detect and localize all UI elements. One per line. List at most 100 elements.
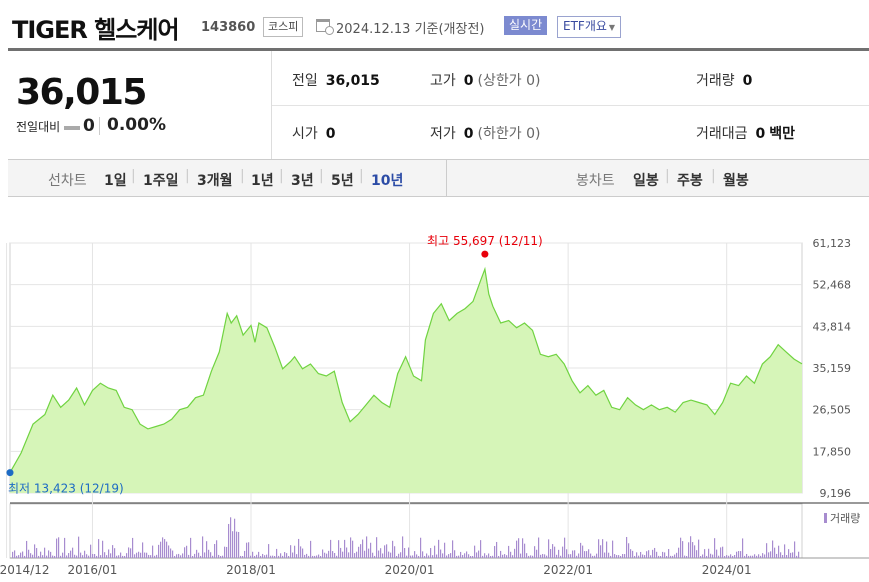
volume-bar [230,517,232,558]
period-divider: | [711,168,716,184]
period-1w[interactable]: 1주일 [143,173,179,189]
volume-bar [156,554,158,558]
volume-bar [722,546,724,558]
volume-bar [136,552,138,558]
volume-bar [360,544,362,558]
volume-bar [678,547,680,558]
y-tick-label: 35,159 [813,362,852,375]
volume-bar [372,552,374,558]
volume-bar [672,555,674,558]
volume-bar [274,556,276,558]
volume-bar [596,553,598,558]
volume-bar [498,555,500,558]
candle-monthly[interactable]: 월봉 [723,173,749,189]
candle-weekly[interactable]: 주봉 [677,173,703,189]
volume-bar [262,553,264,558]
volume-bar [798,551,800,558]
volume-bar [770,551,772,558]
volume-bar [438,539,440,558]
volume-bar [346,547,348,558]
period-1d[interactable]: 1일 [104,173,127,189]
volume-bar [732,555,734,558]
volume-bar [660,556,662,558]
volume-bar [548,539,550,558]
volume-bar [652,549,654,558]
realtime-button[interactable]: 실시간 [504,16,548,35]
volume-bar [64,537,66,558]
candle-chart-label: 봉차트 [576,173,615,189]
volume-bar [698,539,700,558]
volume-bar [80,552,82,558]
volume-bar [404,548,406,558]
period-divider: | [319,168,324,184]
volume-bar [138,551,140,558]
volume-bar [734,554,736,558]
volume-bar [108,549,110,558]
volume-bar [246,542,248,558]
volume-bar [608,552,610,558]
volume-bar [756,555,758,558]
x-tick-label: 2014/12 [0,563,49,577]
volume-bar [418,555,420,558]
period-3m[interactable]: 3개월 [197,173,233,189]
volume-bar [738,550,740,558]
volume-bar [260,555,262,558]
period-5y[interactable]: 5년 [331,173,354,189]
period-1y[interactable]: 1년 [251,173,274,189]
volume-bar [424,555,426,558]
volume-bar [62,552,64,558]
volume-bar [198,552,200,558]
volume-bar [200,555,202,558]
period-divider: | [279,168,284,184]
volume-bar [702,554,704,558]
volume-bar [662,551,664,558]
volume-bar [58,537,60,558]
lower-limit: (하한가 0) [477,126,541,142]
volume-bar [30,553,32,558]
volume-bar [76,555,78,558]
volume-bar [700,555,702,558]
price-line [9,266,803,473]
volume-bar [754,554,756,558]
volume-bar [288,555,290,558]
volume-bar [294,545,296,558]
volume-bar [112,545,114,558]
change-label: 전일대비 [16,120,61,134]
stat-low: 저가 0 (하한가 0) [430,123,540,143]
open-value: 0 [325,126,336,142]
volume-bar [134,554,136,558]
volume-bar [116,555,118,558]
market-badge: 코스피 [263,17,304,37]
volume-bar [422,551,424,558]
period-10y[interactable]: 10년 [371,173,404,189]
volume-bar [578,553,580,558]
volume-bar [470,555,472,558]
volume-bar [104,552,106,558]
volume-bar [224,546,226,558]
volume-bar [124,555,126,558]
volume-bar [510,551,512,558]
change-percent: 0.00% [107,115,166,135]
volume-bar [590,553,592,558]
volume-bar [680,537,682,558]
etf-overview-dropdown[interactable]: ETF개요 ▼ [557,16,622,38]
volume-bar [236,531,238,558]
candle-daily[interactable]: 일봉 [633,173,659,189]
volume-bar [584,551,586,558]
volume-bar [20,552,22,558]
volume-bar [708,548,710,558]
volume-bar [100,555,102,558]
volume-bar [482,555,484,558]
volume-bar [650,555,652,558]
volume-bar [110,553,112,558]
volume-bar [528,555,530,558]
volume-bar [598,539,600,558]
period-3y[interactable]: 3년 [291,173,314,189]
volume-bar [602,539,604,558]
stock-header: TIGER 헬스케어 143860 코스피 2024.12.13 기준(개장전)… [0,0,869,48]
volume-bar [314,555,316,558]
quote-date: 2024.12.13 기준(개장전) [336,22,485,37]
volume-bar [250,555,252,558]
volume-bar [568,554,570,558]
volume-bar [514,548,516,558]
